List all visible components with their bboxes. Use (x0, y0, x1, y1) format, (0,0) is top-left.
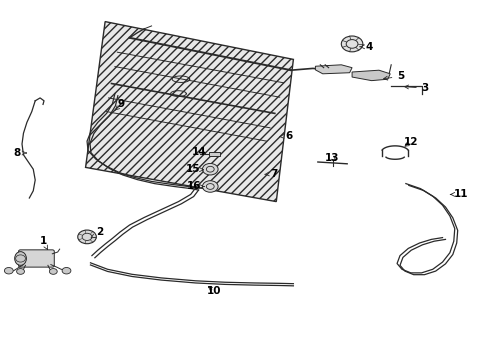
Circle shape (17, 269, 24, 274)
Text: 9: 9 (115, 99, 124, 111)
Text: 14: 14 (192, 147, 206, 157)
Circle shape (78, 230, 96, 244)
Text: 15: 15 (185, 164, 203, 174)
Text: 11: 11 (449, 189, 467, 199)
FancyBboxPatch shape (19, 250, 54, 267)
Text: 4: 4 (359, 42, 372, 52)
Text: 7: 7 (264, 168, 277, 179)
Ellipse shape (15, 252, 26, 265)
Text: 16: 16 (186, 181, 204, 192)
Text: 10: 10 (206, 286, 221, 296)
Text: 13: 13 (325, 153, 339, 163)
Circle shape (202, 163, 218, 175)
Polygon shape (351, 70, 389, 81)
Text: 3: 3 (404, 83, 428, 93)
Polygon shape (315, 65, 351, 74)
Polygon shape (85, 22, 293, 202)
FancyBboxPatch shape (208, 152, 219, 156)
Text: 2: 2 (91, 227, 103, 238)
Circle shape (202, 181, 218, 192)
Text: 1: 1 (40, 236, 47, 249)
Text: 8: 8 (14, 148, 26, 158)
Text: 6: 6 (279, 131, 292, 141)
Circle shape (62, 267, 71, 274)
Circle shape (341, 36, 362, 52)
Text: 12: 12 (403, 137, 417, 147)
Circle shape (49, 269, 57, 274)
Circle shape (4, 267, 13, 274)
Text: 5: 5 (383, 71, 404, 81)
